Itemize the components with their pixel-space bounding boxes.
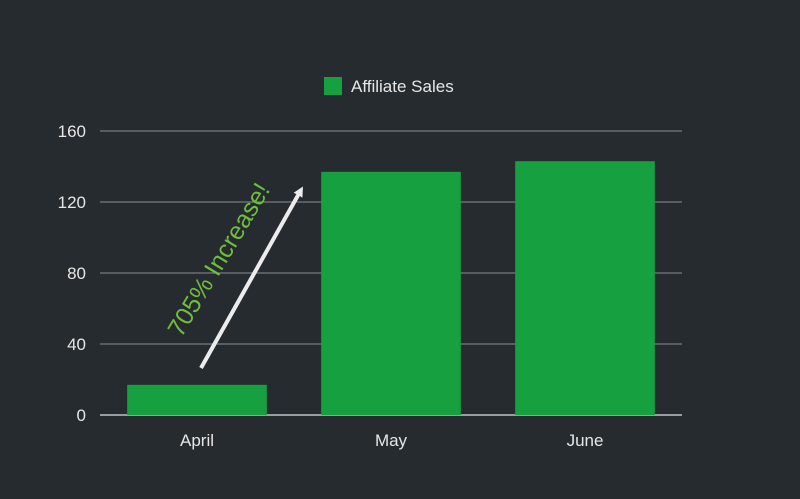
y-tick-label: 160 [58,122,86,141]
annotation-arrow [199,186,303,369]
y-tick-label: 120 [58,193,86,212]
bars [127,161,655,415]
y-tick-label: 0 [77,406,86,425]
x-tick-label: May [375,431,408,450]
annotation-text: 705% Increase! [162,178,275,341]
bar-may [321,171,461,415]
x-tick-label: April [180,431,214,450]
x-axis-ticks: April May June [180,431,603,450]
y-tick-label: 40 [67,335,86,354]
bar-june [515,161,655,415]
legend-label: Affiliate Sales [351,77,454,96]
x-tick-label: June [567,431,604,450]
legend-swatch [324,77,342,95]
bar-april [127,384,267,415]
legend: Affiliate Sales [324,77,454,96]
y-axis-ticks: 0 40 80 120 160 [58,122,86,425]
y-tick-label: 80 [67,264,86,283]
